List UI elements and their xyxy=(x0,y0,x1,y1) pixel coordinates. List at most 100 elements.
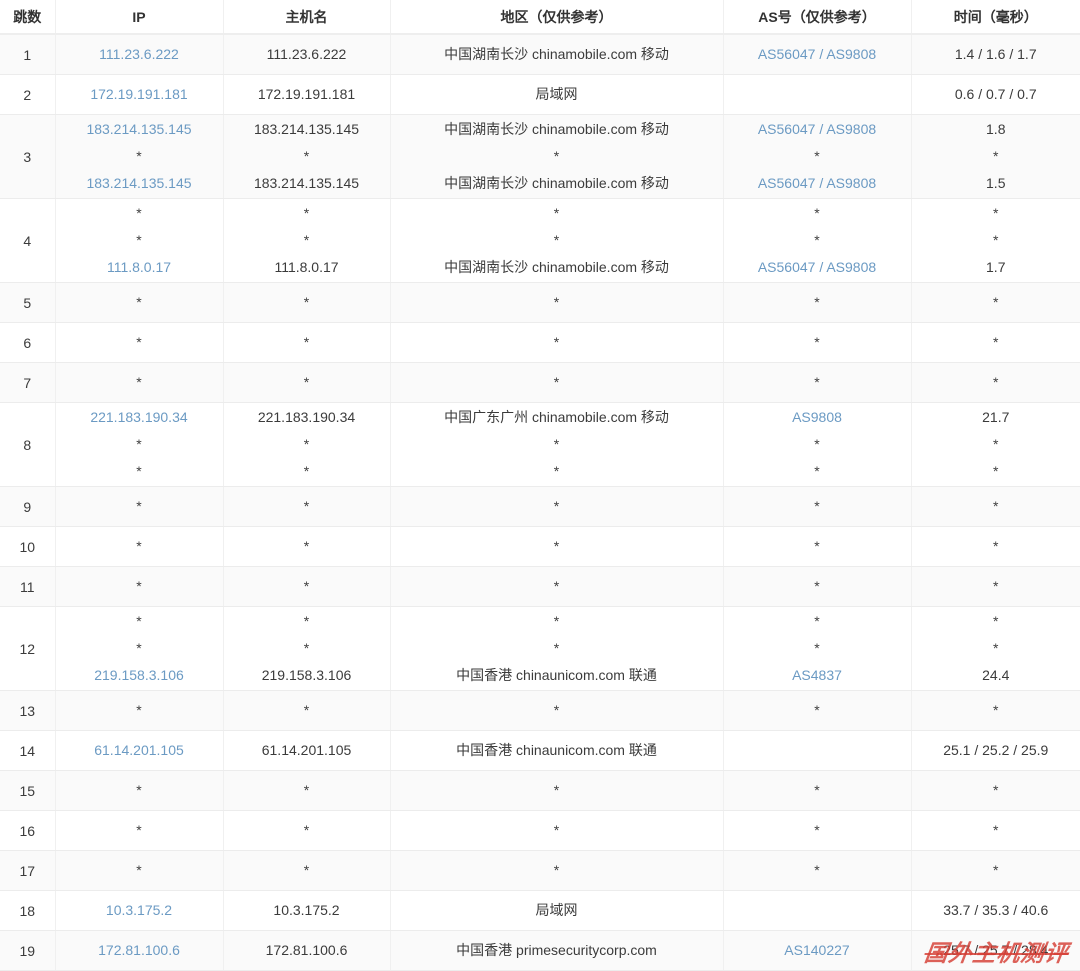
ip-link[interactable]: 111.23.6.222 xyxy=(99,46,179,62)
timeout-star: * xyxy=(554,640,559,656)
cell-line: AS9808 xyxy=(724,404,911,431)
time-cell: * xyxy=(911,323,1080,363)
time-cell: * xyxy=(911,283,1080,323)
cell-line: AS56047 / AS9808 xyxy=(724,116,911,143)
ip-link[interactable]: 61.14.201.105 xyxy=(94,742,184,758)
cell-line: * xyxy=(224,323,390,362)
as-link[interactable]: AS9808 xyxy=(792,409,842,425)
ip-link[interactable]: 183.214.135.145 xyxy=(86,175,191,191)
region-cell: * xyxy=(390,771,723,811)
cell-line: * xyxy=(391,200,723,227)
as-link[interactable]: AS140227 xyxy=(784,942,849,958)
ip-link[interactable]: 219.158.3.106 xyxy=(94,667,184,683)
cell-line: 1.8 xyxy=(912,116,1080,143)
as-link[interactable]: AS4837 xyxy=(792,667,842,683)
timeout-star: * xyxy=(993,613,998,629)
ip-cell: * xyxy=(55,363,223,403)
cell-line: * xyxy=(724,527,911,566)
column-header-asn: AS号（仅供参考） xyxy=(723,0,911,34)
hop-cell: 18 xyxy=(0,891,55,931)
timeout-star: * xyxy=(304,334,309,350)
cell-line: * xyxy=(724,567,911,606)
cell-line: * xyxy=(391,527,723,566)
as-link[interactable]: AS56047 xyxy=(758,46,816,62)
cell-line: * xyxy=(724,487,911,526)
ip-cell: 61.14.201.105 xyxy=(55,731,223,771)
cell-line: 219.158.3.106 xyxy=(224,662,390,689)
cell-line: 172.19.191.181 xyxy=(224,75,390,114)
asn-cell: * xyxy=(723,851,911,891)
cell-line: * xyxy=(224,283,390,322)
timeout-star: * xyxy=(814,782,819,798)
timeout-star: * xyxy=(554,702,559,718)
ip-cell: 172.81.100.6 xyxy=(55,931,223,971)
timeout-star: * xyxy=(554,148,559,164)
cell-line: * xyxy=(391,431,723,458)
cell-line: 33.7 / 35.3 / 40.6 xyxy=(912,891,1080,930)
cell-line: 21.7 xyxy=(912,404,1080,431)
cell-line: * xyxy=(391,323,723,362)
cell-line: * xyxy=(391,851,723,890)
ip-cell: * xyxy=(55,323,223,363)
cell-line: AS56047 / AS9808 xyxy=(724,35,911,74)
timeout-star: * xyxy=(993,334,998,350)
host-cell: 172.19.191.181 xyxy=(223,75,390,115)
timeout-star: * xyxy=(554,538,559,554)
timeout-star: * xyxy=(993,232,998,248)
table-row: 13***** xyxy=(0,691,1080,731)
ip-link[interactable]: 172.81.100.6 xyxy=(98,942,180,958)
cell-line: * xyxy=(912,811,1080,850)
cell-line: AS140227 xyxy=(724,931,911,970)
as-link[interactable]: AS9808 xyxy=(826,121,876,137)
hop-cell: 14 xyxy=(0,731,55,771)
table-header-row: 跳数 IP 主机名 地区（仅供参考） AS号（仅供参考） 时间（毫秒） xyxy=(0,0,1080,34)
timeout-star: * xyxy=(304,578,309,594)
ip-link[interactable]: 221.183.190.34 xyxy=(90,409,187,425)
as-link[interactable]: AS9808 xyxy=(826,175,876,191)
host-cell: * xyxy=(223,567,390,607)
as-link[interactable]: AS9808 xyxy=(826,259,876,275)
cell-line: * xyxy=(912,567,1080,606)
host-cell: * xyxy=(223,283,390,323)
hop-cell: 8 xyxy=(0,403,55,487)
asn-cell: AS56047 / AS9808*AS56047 / AS9808 xyxy=(723,115,911,199)
asn-cell: AS140227 xyxy=(723,931,911,971)
hop-cell: 15 xyxy=(0,771,55,811)
timeout-star: * xyxy=(136,702,141,718)
region-cell: 局域网 xyxy=(390,75,723,115)
cell-line: * xyxy=(224,691,390,730)
cell-line: 中国湖南长沙 chinamobile.com 移动 xyxy=(391,254,723,281)
cell-line: 221.183.190.34 xyxy=(56,404,223,431)
cell-line: * xyxy=(56,431,223,458)
host-cell: * xyxy=(223,323,390,363)
cell-line: * xyxy=(724,283,911,322)
cell-line: * xyxy=(724,227,911,254)
time-cell: 0.6 / 0.7 / 0.7 xyxy=(911,75,1080,115)
as-link[interactable]: AS56047 xyxy=(758,121,816,137)
timeout-star: * xyxy=(136,640,141,656)
as-link[interactable]: AS9808 xyxy=(826,46,876,62)
cell-line: * xyxy=(391,227,723,254)
cell-line: * xyxy=(391,567,723,606)
as-link[interactable]: AS56047 xyxy=(758,175,816,191)
region-cell: 局域网 xyxy=(390,891,723,931)
time-cell: * xyxy=(911,691,1080,731)
ip-link[interactable]: 183.214.135.145 xyxy=(86,121,191,137)
ip-cell: * xyxy=(55,851,223,891)
asn-cell: * xyxy=(723,487,911,527)
ip-link[interactable]: 111.8.0.17 xyxy=(107,259,171,275)
cell-line: * xyxy=(56,851,223,890)
cell-line: 61.14.201.105 xyxy=(56,731,223,770)
region-cell: * xyxy=(390,487,723,527)
ip-cell: * xyxy=(55,527,223,567)
timeout-star: * xyxy=(814,374,819,390)
cell-line: 中国香港 primesecuritycorp.com xyxy=(391,931,723,970)
cell-line: * xyxy=(391,283,723,322)
cell-line: * xyxy=(724,458,911,485)
ip-link[interactable]: 172.19.191.181 xyxy=(90,86,187,102)
cell-line: 中国广东广州 chinamobile.com 移动 xyxy=(391,404,723,431)
ip-link[interactable]: 10.3.175.2 xyxy=(106,902,172,918)
as-link[interactable]: AS56047 xyxy=(758,259,816,275)
timeout-star: * xyxy=(993,498,998,514)
